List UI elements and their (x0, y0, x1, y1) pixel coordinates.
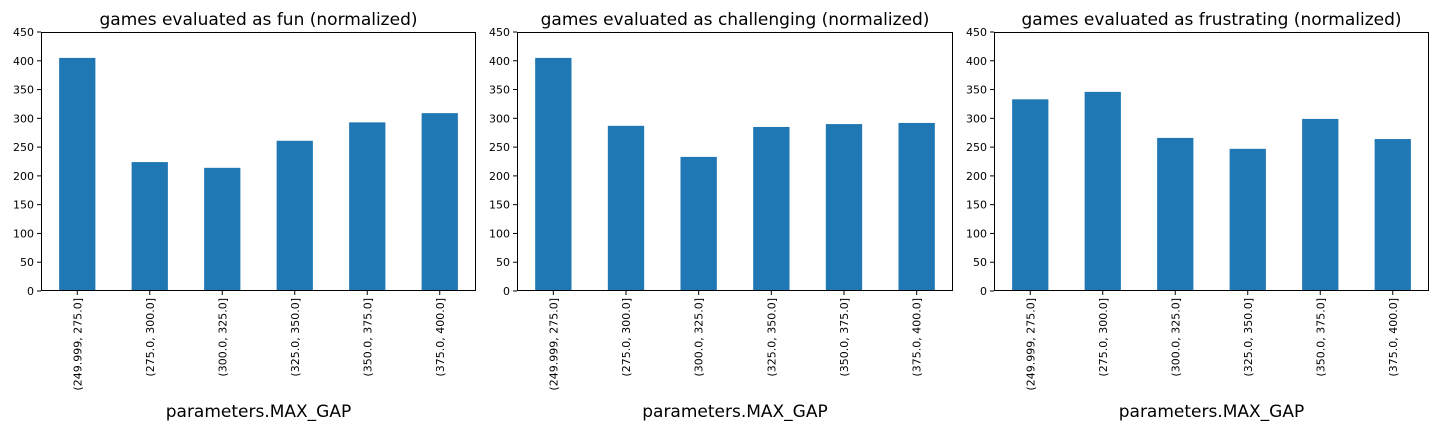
bar (1084, 91, 1121, 291)
x-axis-label: parameters.MAX_GAP (166, 402, 352, 422)
bar (1302, 118, 1339, 291)
x-tick-label: (300.0, 325.0] (693, 298, 706, 377)
x-tick-label: (300.0, 325.0] (1169, 298, 1182, 377)
bar (276, 140, 313, 291)
subplot-frustrating: games evaluated as frustrating (normaliz… (966, 10, 1429, 422)
bar (1374, 139, 1411, 291)
chart-title: games evaluated as fun (normalized) (99, 10, 417, 30)
y-tick-label: 250 (966, 141, 987, 154)
bar (1229, 148, 1266, 291)
y-tick-label: 100 (966, 227, 987, 240)
y-tick-label: 50 (496, 256, 510, 269)
bar (535, 57, 572, 292)
subplot-fun: games evaluated as fun (normalized) para… (13, 10, 476, 422)
x-axis-label: parameters.MAX_GAP (642, 402, 828, 422)
y-tick-label: 300 (489, 112, 510, 125)
x-tick-label: (249.999, 275.0] (547, 298, 560, 391)
bar (753, 126, 790, 291)
y-tick-label: 50 (973, 256, 987, 269)
bar (421, 113, 458, 292)
y-tick-label: 250 (489, 141, 510, 154)
chart-title: games evaluated as frustrating (normaliz… (1021, 10, 1401, 30)
y-tick-label: 400 (13, 55, 34, 68)
y-tick-label: 300 (966, 112, 987, 125)
bar (1157, 137, 1194, 291)
y-tick-label: 150 (966, 199, 987, 212)
y-tick-label: 100 (489, 227, 510, 240)
y-tick-label: 450 (489, 26, 510, 39)
y-tick-label: 50 (20, 256, 34, 269)
y-tick-label: 400 (966, 55, 987, 68)
y-tick-label: 350 (966, 84, 987, 97)
y-tick-label: 0 (27, 285, 34, 298)
plot-frame (517, 32, 953, 291)
y-tick-label: 400 (489, 55, 510, 68)
bar (825, 124, 863, 291)
y-tick-label: 0 (980, 285, 987, 298)
x-tick-label: (275.0, 300.0] (620, 298, 633, 377)
x-tick-label: (325.0, 350.0] (765, 298, 778, 377)
subplot-challenging: games evaluated as challenging (normaliz… (489, 10, 953, 422)
x-tick-label: (375.0, 400.0] (911, 298, 924, 377)
x-tick-label: (350.0, 375.0] (838, 298, 851, 377)
x-tick-label: (249.999, 275.0] (1024, 298, 1037, 391)
x-tick-label: (375.0, 400.0] (434, 298, 447, 377)
y-tick-label: 450 (966, 26, 987, 39)
bar (898, 122, 935, 291)
y-tick-label: 200 (489, 170, 510, 183)
y-tick-label: 350 (489, 84, 510, 97)
plot-frame (41, 32, 476, 291)
x-tick-label: (249.999, 275.0] (71, 298, 84, 391)
bar (607, 125, 645, 291)
x-tick-label: (375.0, 400.0] (1387, 298, 1400, 377)
y-tick-label: 450 (13, 26, 34, 39)
y-tick-label: 350 (13, 84, 34, 97)
x-tick-label: (350.0, 375.0] (361, 298, 374, 377)
bar (1012, 99, 1049, 291)
x-tick-label: (300.0, 325.0] (216, 298, 229, 377)
x-tick-label: (275.0, 300.0] (1097, 298, 1110, 377)
y-tick-label: 0 (503, 285, 510, 298)
y-tick-label: 150 (13, 199, 34, 212)
y-tick-label: 100 (13, 227, 34, 240)
plot-frame (994, 32, 1429, 291)
x-tick-label: (350.0, 375.0] (1314, 298, 1327, 377)
x-tick-label: (275.0, 300.0] (144, 298, 157, 377)
bar (349, 122, 386, 291)
y-tick-label: 250 (13, 141, 34, 154)
y-tick-label: 200 (13, 170, 34, 183)
x-axis-label: parameters.MAX_GAP (1119, 402, 1305, 422)
bar (131, 162, 168, 291)
bar (204, 167, 241, 291)
bar (59, 57, 96, 292)
y-tick-label: 150 (489, 199, 510, 212)
y-tick-label: 200 (966, 170, 987, 183)
x-tick-label: (325.0, 350.0] (1242, 298, 1255, 377)
bar (680, 156, 717, 291)
chart-title: games evaluated as challenging (normaliz… (541, 10, 930, 30)
y-tick-label: 300 (13, 112, 34, 125)
x-tick-label: (325.0, 350.0] (289, 298, 302, 377)
